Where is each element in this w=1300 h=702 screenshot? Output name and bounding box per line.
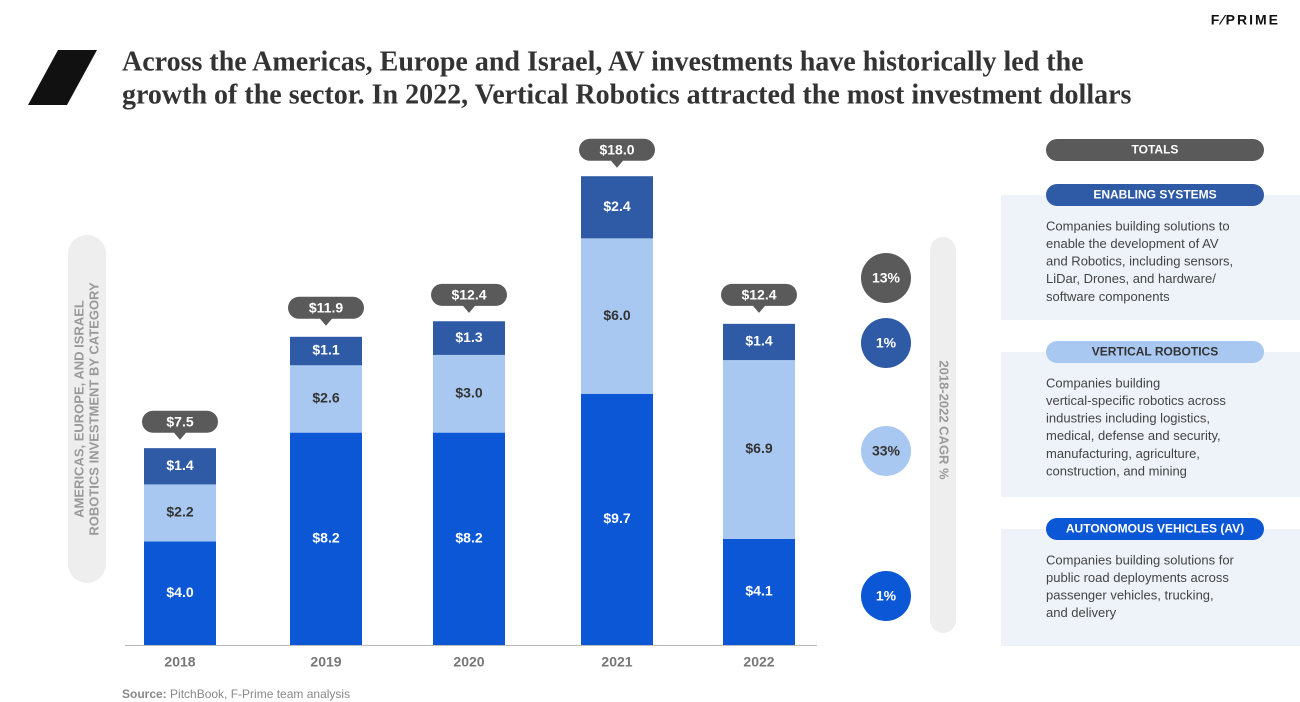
value-label: $2.4 (603, 198, 630, 214)
source-label: Source: (122, 687, 167, 701)
cagr-pill (930, 237, 956, 633)
bar-segment (433, 432, 505, 645)
bar-segment (581, 176, 653, 239)
bar-segment (723, 323, 795, 361)
value-label: $2.2 (166, 504, 193, 520)
legend-name: VERTICAL ROBOTICS (1092, 345, 1218, 359)
legend-pill (1046, 518, 1264, 540)
title-line: Across the Americas, Europe and Israel, … (122, 46, 1084, 77)
bar-segment (433, 321, 505, 355)
cagr-title: 2018-2022 CAGR % (937, 360, 952, 480)
total-label: $7.5 (166, 413, 193, 429)
legend-description: passenger vehicles, trucking, (1046, 588, 1214, 603)
brand: F⁄PRIME (1211, 12, 1280, 28)
legend-description: public road deployments across (1046, 570, 1229, 585)
value-label: $9.7 (603, 510, 630, 526)
cagr-label: 33% (872, 443, 901, 459)
legend-description: enable the development of AV (1046, 236, 1219, 251)
bar-segment (581, 393, 653, 645)
cagr-circle (861, 426, 911, 476)
legend-description: vertical-specific robotics across (1046, 393, 1226, 408)
cagr-label: 13% (872, 270, 901, 286)
total-label: $12.4 (451, 287, 486, 303)
bar-segment (290, 365, 362, 433)
legend-description: medical, defense and security, (1046, 428, 1221, 443)
total-bubble (142, 410, 218, 440)
legend-description: Companies building (1046, 375, 1160, 390)
total-bubble (579, 138, 655, 168)
legend-description: industries including logistics, (1046, 411, 1210, 426)
value-label: $8.2 (312, 530, 339, 546)
bar-segment (144, 541, 216, 645)
bar-segment (581, 238, 653, 394)
value-label: $4.0 (166, 584, 193, 600)
legend-pill (1046, 184, 1264, 206)
value-label: $8.2 (455, 530, 482, 546)
value-label: $3.0 (455, 384, 482, 400)
cagr-circle (861, 571, 911, 621)
bar-segment (144, 448, 216, 485)
bar-segment (433, 354, 505, 433)
y-label-pill (68, 235, 106, 583)
bar-segment (723, 360, 795, 539)
logo-mark (28, 50, 97, 105)
legend-box (1001, 352, 1300, 497)
value-label: $1.1 (312, 342, 339, 358)
y-axis-label: AMERICAS, EUROPE, AND ISRAEL (71, 300, 86, 518)
legend-description: Companies building solutions to (1046, 218, 1230, 233)
total-label: $11.9 (309, 299, 343, 315)
value-label: $6.9 (745, 440, 772, 456)
x-tick-label: 2019 (310, 654, 341, 670)
cagr-circle (861, 318, 911, 368)
value-label: $2.6 (312, 390, 339, 406)
legend-pill (1046, 341, 1264, 363)
value-label: $1.4 (745, 333, 772, 349)
legend-description: and delivery (1046, 605, 1117, 620)
x-tick-label: 2022 (743, 654, 774, 670)
x-tick-label: 2018 (164, 654, 195, 670)
total-label: $18.0 (599, 142, 634, 158)
total-bubble (431, 283, 508, 313)
cagr-circle (861, 253, 911, 303)
cagr-label: 1% (876, 335, 897, 351)
legend-description: LiDar, Drones, and hardware/ (1046, 271, 1216, 286)
cagr-label: 1% (876, 588, 897, 604)
legend-description: and Robotics, including sensors, (1046, 254, 1233, 269)
legend-name: AUTONOMOUS VEHICLES (AV) (1066, 522, 1244, 536)
bar-segment (144, 484, 216, 542)
legend-box (1001, 529, 1300, 646)
legend-name: TOTALS (1132, 143, 1179, 157)
total-bubble (288, 296, 365, 326)
value-label: $4.1 (745, 583, 772, 599)
x-tick-label: 2021 (601, 654, 632, 670)
bar-segment (290, 432, 362, 645)
y-axis-label: ROBOTICS INVESTMENT BY CATEGORY (86, 282, 101, 536)
total-label: $12.4 (741, 287, 776, 303)
legend-box (1001, 195, 1300, 320)
total-bubble (721, 283, 797, 313)
x-tick-label: 2020 (453, 654, 484, 670)
legend-pill (1046, 139, 1264, 161)
legend-description: software components (1046, 289, 1170, 304)
source: Source: PitchBook, F-Prime team analysis (122, 687, 350, 701)
legend-description: manufacturing, agriculture, (1046, 446, 1200, 461)
bar-segment (723, 538, 795, 645)
legend-description: Companies building solutions for (1046, 552, 1235, 567)
source-text: PitchBook, F-Prime team analysis (167, 687, 350, 701)
value-label: $1.4 (166, 457, 193, 473)
legend-name: ENABLING SYSTEMS (1093, 188, 1216, 202)
legend-description: construction, and mining (1046, 463, 1187, 478)
title-line: growth of the sector. In 2022, Vertical … (122, 79, 1132, 110)
value-label: $1.3 (455, 329, 482, 345)
value-label: $6.0 (603, 307, 630, 323)
bar-segment (290, 336, 362, 366)
